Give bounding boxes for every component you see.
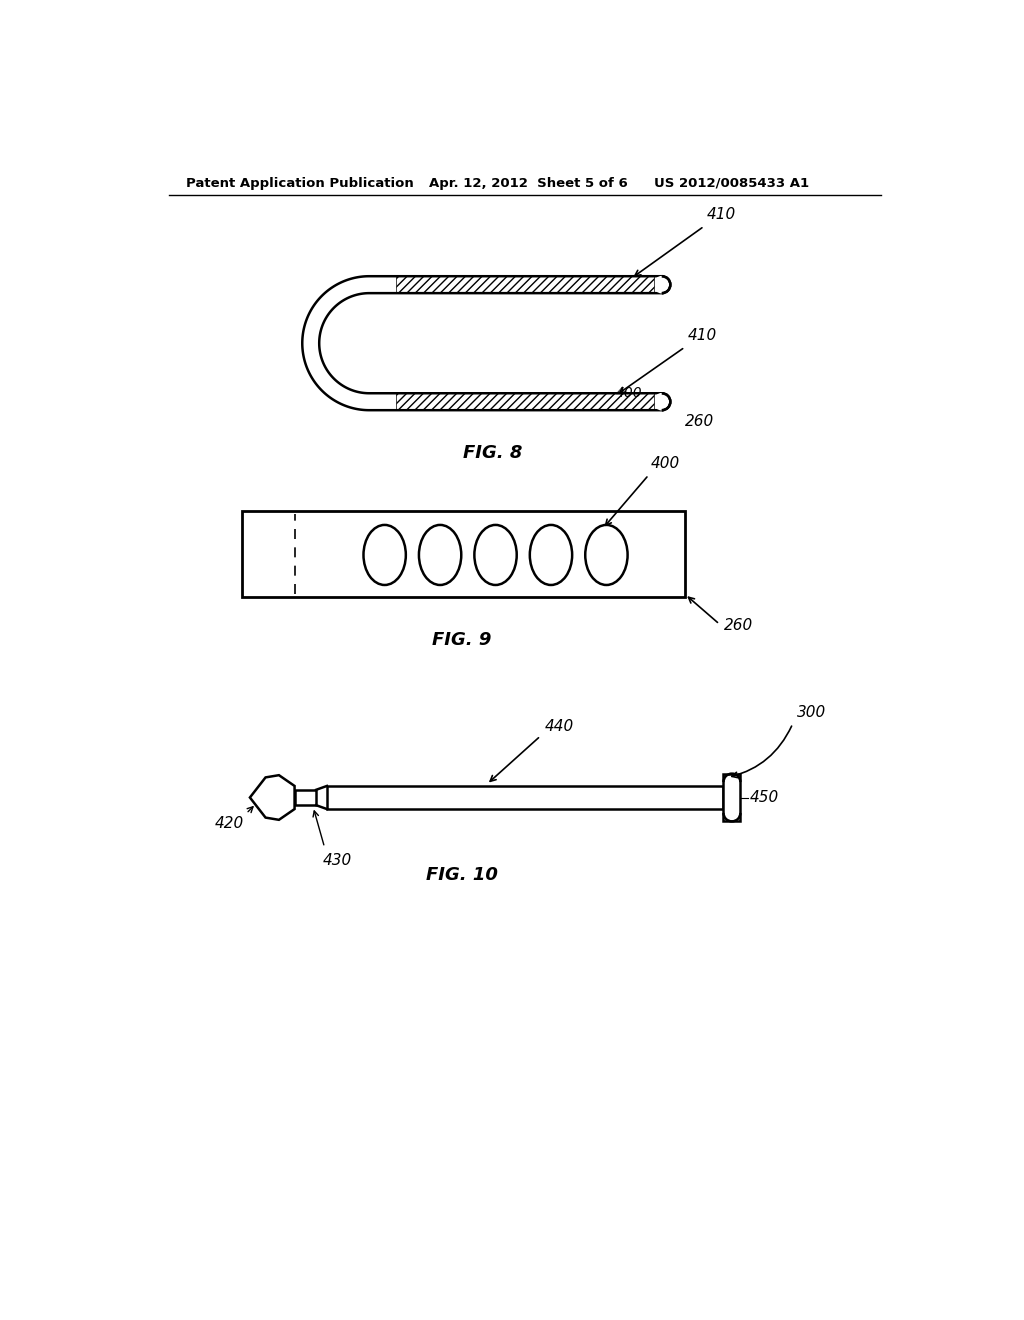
Text: Apr. 12, 2012  Sheet 5 of 6: Apr. 12, 2012 Sheet 5 of 6 <box>429 177 628 190</box>
Circle shape <box>653 277 670 293</box>
Text: FIG. 9: FIG. 9 <box>432 631 492 648</box>
Text: Patent Application Publication: Patent Application Publication <box>186 177 414 190</box>
Bar <box>243 511 685 598</box>
Text: 400: 400 <box>616 387 643 400</box>
Bar <box>396 393 654 411</box>
Text: 410: 410 <box>687 329 717 343</box>
Text: 260: 260 <box>724 618 753 634</box>
Text: FIG. 10: FIG. 10 <box>426 866 498 883</box>
Text: US 2012/0085433 A1: US 2012/0085433 A1 <box>654 177 809 190</box>
Polygon shape <box>250 775 295 820</box>
Text: 410: 410 <box>707 207 736 222</box>
Text: 440: 440 <box>545 718 573 734</box>
Ellipse shape <box>419 525 461 585</box>
Text: 450: 450 <box>750 789 779 805</box>
Ellipse shape <box>364 525 406 585</box>
Bar <box>295 789 316 805</box>
Text: 400: 400 <box>651 455 680 471</box>
Ellipse shape <box>586 525 628 585</box>
Text: 300: 300 <box>797 705 826 719</box>
Bar <box>724 774 740 821</box>
Polygon shape <box>302 276 662 411</box>
Text: 420: 420 <box>214 816 244 832</box>
Circle shape <box>653 393 670 409</box>
Bar <box>396 276 654 293</box>
Ellipse shape <box>529 525 572 585</box>
Text: 260: 260 <box>685 414 714 429</box>
Text: FIG. 8: FIG. 8 <box>463 444 522 462</box>
Ellipse shape <box>474 525 517 585</box>
Bar <box>327 785 724 809</box>
Text: 430: 430 <box>323 853 351 869</box>
